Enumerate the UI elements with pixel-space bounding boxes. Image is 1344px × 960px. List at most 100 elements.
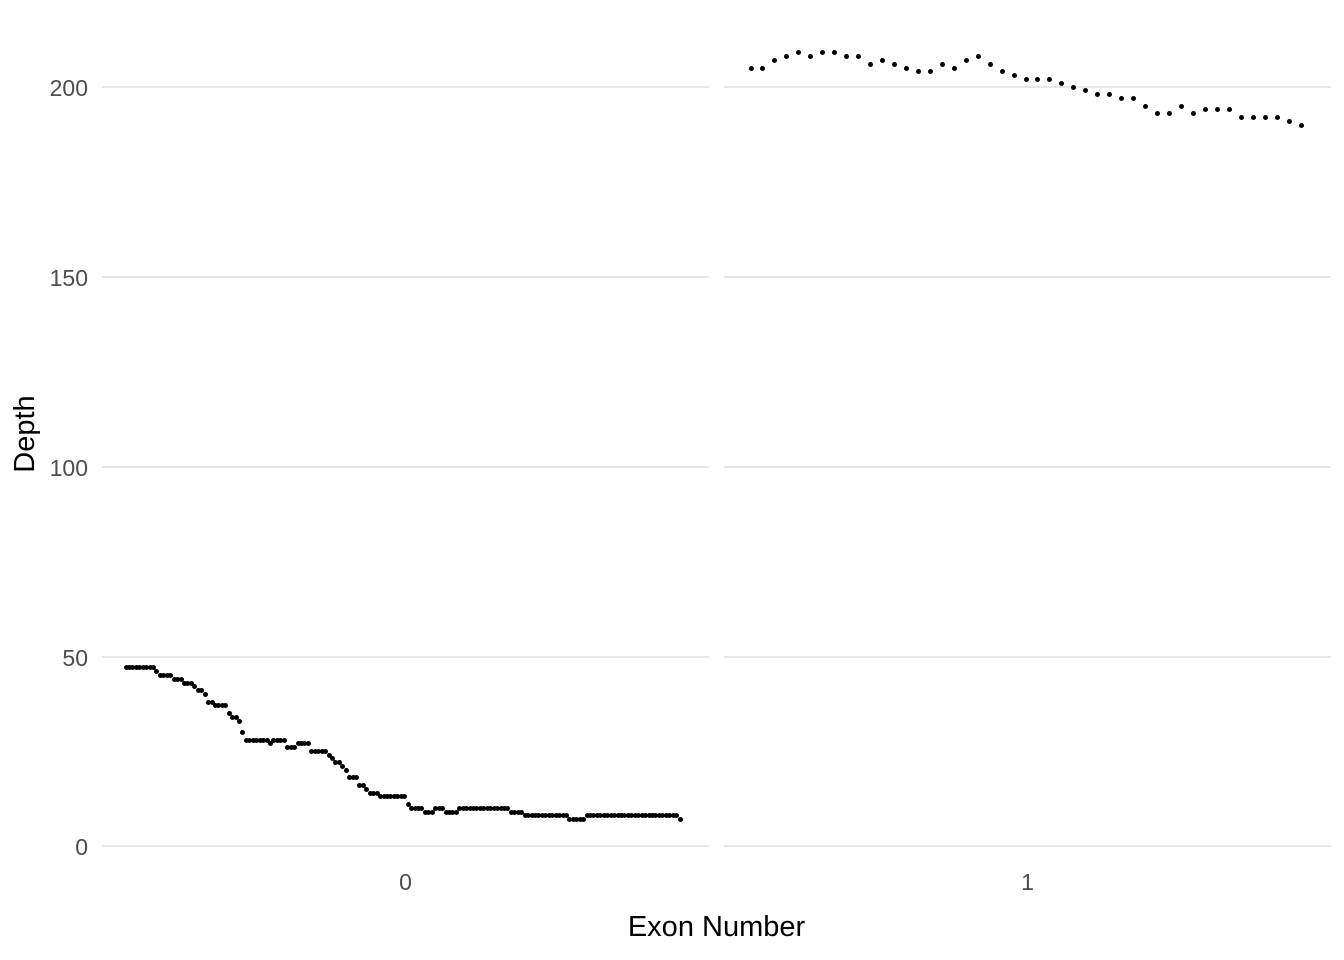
data-point [340,764,346,770]
data-point [632,813,638,819]
data-point [591,813,597,819]
data-point [1143,103,1149,109]
data-point [354,775,360,781]
data-point [388,794,394,800]
data-point [557,813,563,819]
data-point [543,813,549,819]
data-point [760,65,766,71]
y-axis-title: Depth [9,395,41,473]
data-point [323,748,329,754]
data-point [601,813,607,819]
data-point [1095,92,1101,98]
data-point [1274,114,1280,120]
data-point [309,748,315,754]
data-point [409,805,415,811]
data-point [605,813,611,819]
data-point [539,813,545,819]
gridline-y-200 [102,86,709,89]
data-point [522,813,528,819]
data-point [350,775,356,781]
y-tick-label: 150 [49,264,88,291]
data-point [594,813,600,819]
data-point [495,805,501,811]
data-point [175,676,181,682]
data-point [450,809,456,815]
data-point [546,813,552,819]
data-point [460,805,466,811]
data-point [653,813,659,819]
data-point [674,813,680,819]
data-point [677,817,683,823]
data-point [219,703,225,709]
data-point [364,786,370,792]
data-point [137,665,143,671]
data-point [181,680,187,686]
data-point [532,813,538,819]
data-point [240,729,246,735]
data-point [254,737,260,743]
data-point [560,813,566,819]
data-point [491,805,497,811]
data-point [598,813,604,819]
data-point [285,745,291,751]
data-point [433,805,439,811]
data-point [385,794,390,800]
gridline-y-100 [724,465,1331,468]
data-point [319,748,325,754]
data-point [868,61,874,67]
data-point [856,54,862,60]
data-point [464,805,470,811]
data-point [429,809,435,815]
data-point [622,813,628,819]
data-point [1107,92,1113,98]
data-point [880,58,886,64]
data-point [436,805,442,811]
facet-panel-1 [724,16,1331,862]
data-point [477,805,483,811]
data-point [378,794,384,800]
data-point [636,813,642,819]
data-point [419,805,425,811]
data-point [1298,122,1304,128]
data-point [915,69,921,75]
data-point [505,805,511,811]
data-point [216,703,222,709]
y-tick-label: 200 [49,75,88,102]
data-point [453,809,459,815]
data-point [1214,107,1220,113]
data-point [192,684,198,690]
data-point [371,790,377,796]
data-point [619,813,624,819]
data-point [987,61,993,67]
data-point [123,665,129,671]
data-point [395,794,401,800]
data-point [274,737,280,743]
data-point [457,805,463,811]
data-point [512,809,518,815]
data-point [588,813,594,819]
data-point [336,760,342,766]
data-point [748,65,754,71]
data-point [1238,114,1244,120]
x-axis-title: Exon Number [627,911,806,943]
data-point [667,813,673,819]
data-point [316,748,322,754]
data-point [563,813,569,819]
data-point [927,69,933,75]
data-point [312,748,318,754]
gridline-y-0 [724,845,1331,848]
data-point [412,805,418,811]
data-point [202,691,208,697]
data-point [649,813,655,819]
data-point [133,665,139,671]
data-point [271,737,277,743]
data-point [206,699,212,705]
data-point [281,737,287,743]
gridline-y-200 [724,86,1331,89]
data-point [426,809,432,815]
data-point [519,809,525,815]
data-point [567,817,573,823]
data-point [772,58,778,64]
data-point [1166,111,1172,117]
data-point [233,714,239,720]
